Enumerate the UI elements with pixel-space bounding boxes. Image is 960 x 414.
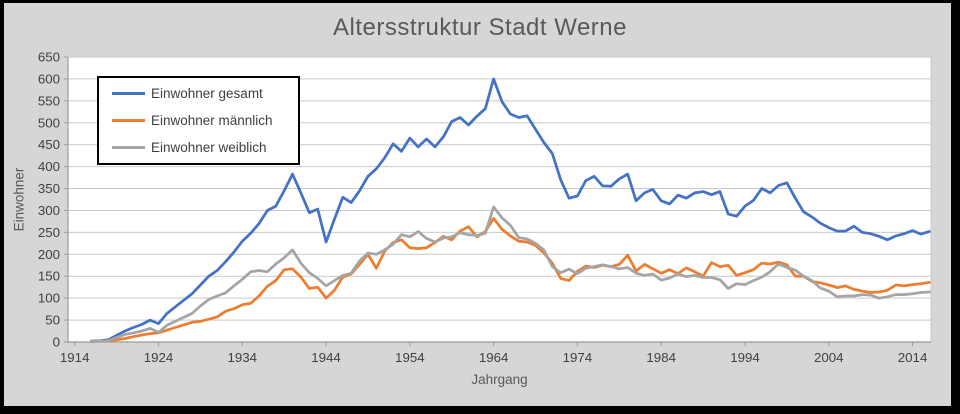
y-tick-label: 400 [38,159,60,174]
legend-label-gesamt: Einwohner gesamt [151,86,263,101]
x-tick-label: 1944 [311,350,341,365]
y-tick-label: 350 [38,181,60,196]
x-tick-label: 1984 [646,350,676,365]
series-line-2 [90,205,931,343]
legend: Einwohner gesamt Einwohner männlich Einw… [97,76,300,165]
x-tick-label: 2004 [814,350,844,365]
y-tick-label: 0 [53,335,60,350]
x-axis-title: Jahrgang [471,372,528,387]
y-tick-label: 50 [45,313,60,328]
x-tick-label: 2014 [898,350,928,365]
y-tick-label: 200 [38,247,60,262]
legend-item-weiblich: Einwohner weiblich [99,135,298,161]
x-tick-label: 1994 [730,350,760,365]
y-tick-label: 650 [38,50,60,65]
y-tick-label: 300 [38,203,60,218]
y-tick-label: 100 [38,291,60,306]
x-tick-label: 1954 [395,350,425,365]
y-tick-label: 150 [38,269,60,284]
legend-item-gesamt: Einwohner gesamt [99,81,298,107]
x-tick-label: 1914 [60,350,90,365]
legend-line-sample-gesamt [112,92,145,95]
x-tick-label: 1934 [227,350,257,365]
chart-title: Altersstruktur Stadt Werne [333,14,627,41]
y-tick-label: 550 [38,93,60,108]
x-tick-label: 1924 [144,350,174,365]
y-tick-label: 500 [38,115,60,130]
y-tick-label: 600 [38,71,60,86]
x-tick-label: 1974 [563,350,593,365]
legend-label-maennlich: Einwohner männlich [151,113,273,128]
legend-label-weiblich: Einwohner weiblich [151,140,267,155]
legend-line-sample-maennlich [112,119,145,122]
y-tick-label: 250 [38,225,60,240]
y-tick-label: 450 [38,137,60,152]
x-tick-label: 1964 [479,350,509,365]
legend-line-sample-weiblich [112,146,145,149]
series-line-0 [90,77,931,343]
y-axis-title: Einwohner [11,167,27,232]
legend-item-maennlich: Einwohner männlich [99,108,298,134]
